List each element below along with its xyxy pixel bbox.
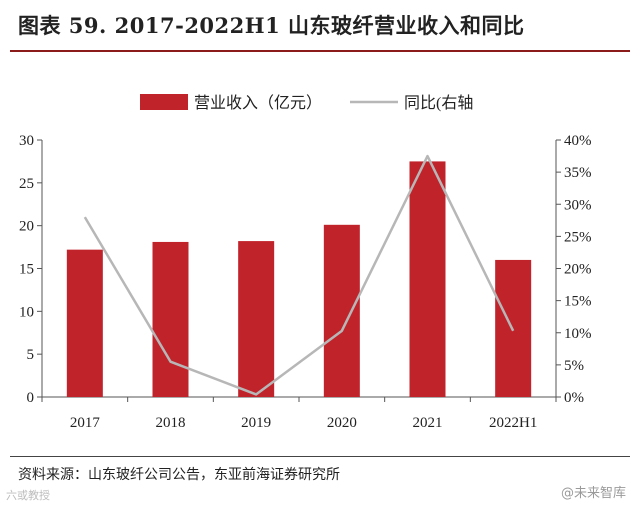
bar-revenue-2018 xyxy=(152,241,189,397)
bar-revenue-2017 xyxy=(66,249,103,397)
line-yoy-growth xyxy=(83,154,515,396)
x-tick-label: 2018 xyxy=(156,415,186,431)
y-tick-label-left: 10 xyxy=(19,304,34,320)
source-note: 资料来源：山东玻纤公司公告，东亚前海证券研究所 xyxy=(18,467,340,483)
x-tick-label: 2021 xyxy=(413,415,443,431)
y-tick-label-left: 25 xyxy=(19,176,34,192)
legend-swatch-bar xyxy=(140,94,188,110)
bar-revenue-2021 xyxy=(409,161,446,397)
y-tick-label-right: 5% xyxy=(564,358,584,374)
y-tick-label-right: 15% xyxy=(564,294,592,310)
source-divider xyxy=(10,456,630,457)
y-tick-label-left: 30 xyxy=(19,133,34,149)
legend-label-line: 同比(右轴 xyxy=(404,94,473,112)
bar-revenue-2020 xyxy=(323,224,360,397)
bar-revenue-2019 xyxy=(238,241,275,397)
y-tick-label-left: 5 xyxy=(27,347,35,363)
y-tick-label-right: 10% xyxy=(564,326,592,342)
y-tick-label-left: 20 xyxy=(19,219,34,235)
y-tick-label-right: 0% xyxy=(564,390,584,406)
watermark-right: @未来智库 xyxy=(560,486,626,501)
y-tick-label-right: 40% xyxy=(564,133,592,149)
x-tick-label: 2019 xyxy=(241,415,271,431)
x-tick-label: 2020 xyxy=(327,415,357,431)
legend-label-bar: 营业收入（亿元） xyxy=(194,94,322,112)
x-tick-label: 2022H1 xyxy=(489,415,537,431)
y-tick-label-right: 30% xyxy=(564,197,592,213)
y-tick-label-left: 0 xyxy=(27,390,35,406)
x-tick-label: 2017 xyxy=(70,415,101,431)
y-tick-label-right: 35% xyxy=(564,165,592,181)
title-underline xyxy=(10,50,630,52)
chart-title: 图表 59. 2017-2022H1 山东玻纤营业收入和同比 xyxy=(18,13,525,38)
y-tick-label-right: 20% xyxy=(564,262,592,278)
y-tick-label-right: 25% xyxy=(564,229,592,245)
y-tick-label-left: 15 xyxy=(19,262,34,278)
watermark-left: 六或教授 xyxy=(6,489,50,502)
